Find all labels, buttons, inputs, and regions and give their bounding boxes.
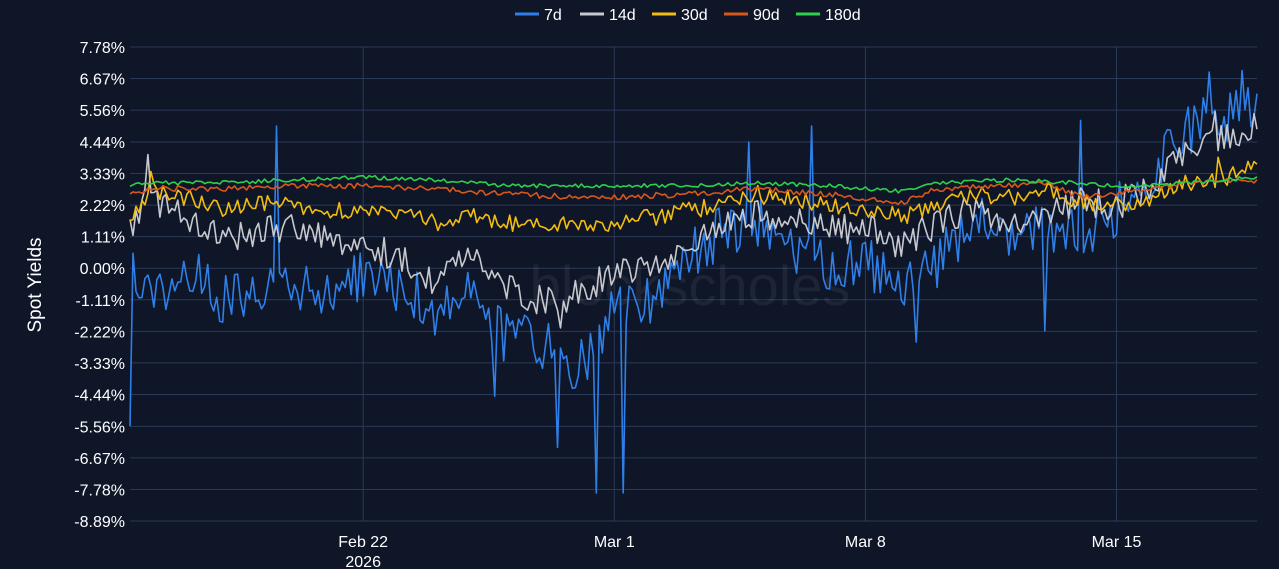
y-tick-label: 6.67% [80, 72, 125, 89]
y-tick-label: -1.11% [75, 293, 125, 310]
legend: 7d 14d 30d 90d 180d [515, 7, 861, 24]
legend-label: 180d [825, 7, 861, 24]
y-tick-label: 3.33% [80, 167, 125, 184]
legend-item-30d[interactable]: 30d [652, 7, 708, 24]
y-tick-label: 5.56% [80, 103, 125, 120]
y-tick-label: -7.78% [74, 482, 125, 499]
legend-label: 90d [753, 7, 780, 24]
x-axis-ticks: Feb 22 2026 Mar 1 Mar 8 Mar 15 [338, 534, 1141, 569]
legend-item-7d[interactable]: 7d [515, 7, 562, 24]
legend-item-180d[interactable]: 180d [796, 7, 861, 24]
x-tick-year-label: 2026 [345, 554, 381, 569]
legend-item-90d[interactable]: 90d [724, 7, 780, 24]
x-tick-label: Mar 15 [1092, 534, 1142, 551]
y-tick-label: 4.44% [80, 135, 125, 152]
grid [130, 46, 1257, 522]
legend-label: 30d [681, 7, 708, 24]
y-axis-title: Spot Yields [25, 237, 46, 332]
y-tick-label: 2.22% [80, 198, 125, 215]
x-tick-label: Mar 1 [594, 534, 635, 551]
y-tick-label: -8.89% [74, 514, 125, 531]
series-lines [129, 69, 1258, 494]
y-tick-label: -4.44% [74, 387, 125, 404]
legend-label: 14d [609, 7, 636, 24]
legend-item-14d[interactable]: 14d [580, 7, 636, 24]
y-axis-ticks: 7.78% 6.67% 5.56% 4.44% 3.33% 2.22% 1.11% 0.00%… [74, 40, 125, 531]
x-tick-label: Feb 22 [338, 534, 388, 551]
legend-label: 7d [544, 7, 562, 24]
y-tick-label: 1.11% [81, 230, 125, 247]
series-line-14d [129, 111, 1258, 329]
y-tick-label: -3.33% [74, 356, 125, 373]
y-tick-label: -5.56% [74, 419, 125, 436]
y-tick-label: -6.67% [74, 451, 125, 468]
y-tick-label: 0.00% [80, 261, 125, 278]
series-line-30d [129, 156, 1258, 233]
y-tick-label: 7.78% [80, 40, 125, 57]
x-tick-label: Mar 8 [845, 534, 886, 551]
y-tick-label: -2.22% [74, 324, 125, 341]
series-line-90d [129, 177, 1258, 206]
watermark: blockscholes [530, 254, 851, 317]
series-line-180d [129, 174, 1258, 194]
